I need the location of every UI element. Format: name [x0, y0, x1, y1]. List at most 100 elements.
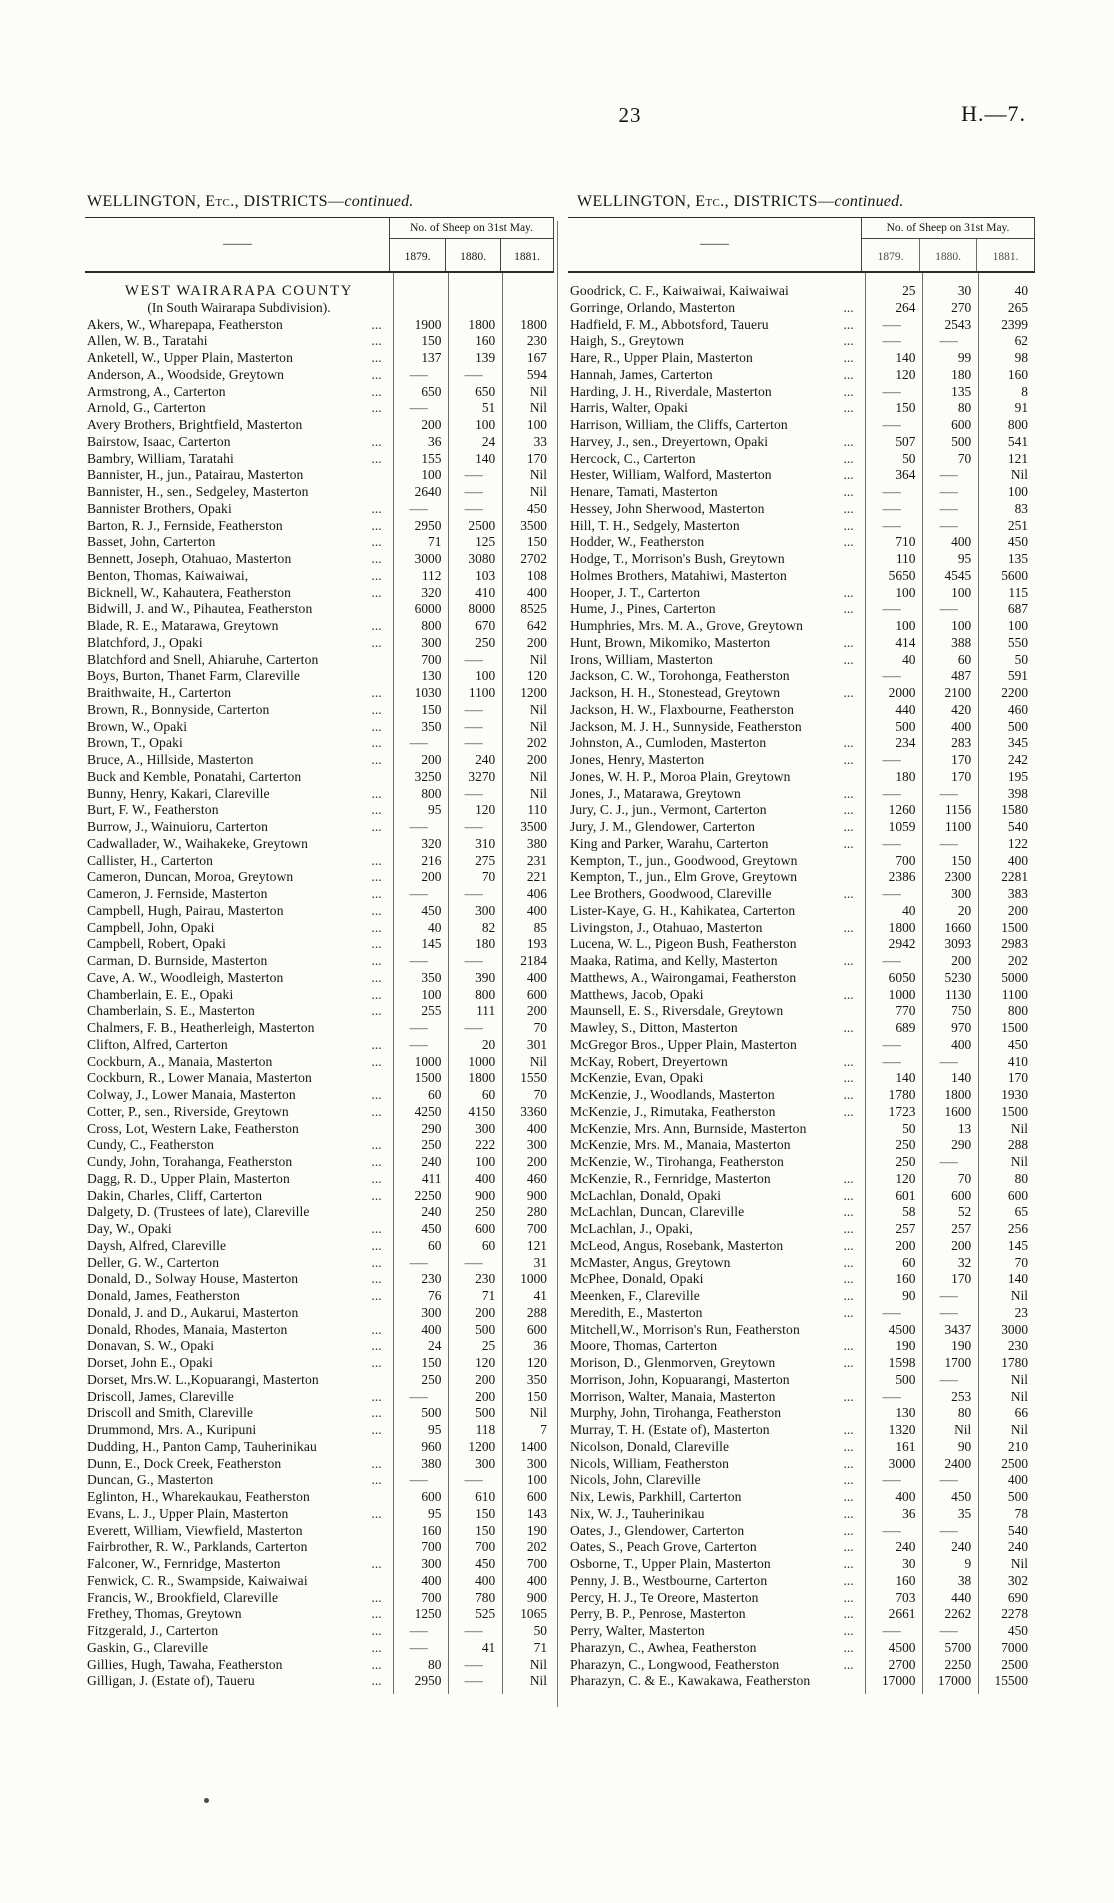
value-1879: 400: [421, 1321, 442, 1337]
value-1880: —: [939, 1472, 958, 1488]
value-1880: 1156: [944, 802, 972, 818]
value-1881: 380: [526, 835, 547, 851]
value-1879: —: [409, 500, 429, 516]
owner-name: Braithwaite, H., Carterton: [87, 685, 232, 700]
owner-name: Mawley, S., Ditton, Masterton: [570, 1020, 738, 1035]
owner-name: McKay, Robert, Dreyertown: [570, 1053, 728, 1069]
value-1879: 2950: [414, 1673, 442, 1689]
owner-name-cell: Fairbrother, R. W., Parklands, Carterton: [85, 1539, 394, 1556]
value-1880: 400: [951, 718, 972, 734]
value-1881: 167: [526, 350, 547, 365]
owner-name-cell: Henare, Tamati, Masterton...: [568, 484, 866, 501]
value-1881: 200: [526, 752, 547, 767]
owner-name: Cotter, P., sen., Riverside, Greytown: [87, 1103, 289, 1119]
value-1881: Nil: [529, 383, 547, 399]
owner-name: Callister, H., Carterton: [87, 852, 214, 868]
value-1879: —: [883, 785, 902, 801]
leader-dots: ...: [843, 1539, 854, 1555]
value-1881: 800: [1007, 1003, 1029, 1019]
owner-name-cell: Benton, Thomas, Kaiwaiwai,...: [85, 568, 394, 585]
value-1881: 41: [533, 1288, 547, 1303]
page-number: 23: [618, 103, 642, 127]
value-1880: —: [464, 1020, 483, 1035]
owner-name-cell: Callister, H., Carterton...: [85, 853, 394, 870]
value-1879: 100: [895, 584, 916, 600]
owner-name: Donavan, S. W., Opaki: [87, 1338, 215, 1354]
value-1879: 190: [895, 1338, 916, 1354]
value-1881: 100: [1007, 484, 1028, 499]
owner-name-cell: Jackson, H. W., Flaxbourne, Featherston: [568, 702, 866, 719]
owner-name-cell: Driscoll, James, Clareville...: [85, 1389, 394, 1406]
owner-name-cell: Chalmers, F. B., Heatherleigh, Masterton: [85, 1020, 394, 1037]
owner-name-cell: Mitchell,W., Morrison's Run, Featherston: [568, 1322, 866, 1339]
leader-dots: ...: [371, 1087, 382, 1102]
owner-name-cell: Daysh, Alfred, Clareville...: [85, 1238, 394, 1255]
owner-name-cell: Dunn, E., Dock Creek, Featherston...: [85, 1456, 394, 1473]
leader-dots: ...: [371, 618, 382, 633]
owner-name: Lucena, W. L., Pigeon Bush, Featherston: [570, 936, 797, 952]
owner-name-cell: Arnold, G., Carterton...: [85, 400, 394, 417]
value-1880: 200: [951, 953, 972, 968]
value-1881: Nil: [529, 1053, 547, 1069]
table-row: Callister, H., Carterton... 216 275 231: [85, 853, 554, 870]
leader-dots: ...: [843, 1103, 854, 1119]
leader-dots: ...: [843, 1455, 854, 1471]
value-1879: 234: [895, 735, 916, 751]
owner-name-cell: Falconer, W., Fernridge, Masterton...: [85, 1556, 394, 1573]
value-1881: 1400: [520, 1438, 547, 1454]
owner-name-cell: Boys, Burton, Thanet Farm, Clareville: [85, 668, 394, 685]
value-1879: 24: [428, 1338, 442, 1354]
owner-name-cell: Livingston, J., Otahuao, Masterton...: [568, 920, 866, 937]
value-1880: 60: [957, 651, 972, 667]
owner-name: Chamberlain, E. E., Opaki: [87, 986, 234, 1002]
owner-name-cell: Bannister, H., sen., Sedgeley, Masterton: [85, 484, 394, 501]
value-1881: 1100: [1001, 986, 1029, 1002]
value-1880: 3080: [468, 551, 496, 566]
owner-name: Gorringe, Orlando, Masterton: [570, 299, 736, 315]
table-row: McLachlan, Donald, Opaki... 601 600 600: [568, 1188, 1035, 1205]
owner-name-cell: Jury, C. J., jun., Vermont, Carterton...: [568, 802, 866, 819]
value-1880: 125: [475, 534, 496, 550]
table-row: Hercock, C., Carterton... 50 70 121: [568, 451, 1035, 468]
value-1881: 8525: [520, 601, 547, 617]
owner-name: Day, W., Opaki: [87, 1221, 172, 1236]
owner-name: Penny, J. B., Westbourne, Carterton: [570, 1572, 768, 1588]
owner-name: Gillies, Hugh, Tawaha, Featherston: [87, 1656, 283, 1672]
value-1880: 60: [481, 1237, 496, 1253]
value-1880: 1660: [944, 919, 972, 935]
table-row: Nicolson, Donald, Clareville... 161 90 210: [568, 1439, 1035, 1456]
value-1879: —: [409, 400, 429, 416]
owner-name: McMaster, Angus, Greytown: [570, 1254, 731, 1270]
value-1880: 70: [957, 1170, 972, 1186]
value-1879: 120: [895, 366, 916, 382]
value-1881: 7: [540, 1422, 547, 1437]
leader-dots: ...: [371, 1505, 382, 1521]
value-1881: 600: [1007, 1187, 1029, 1203]
table-row: Blatchford, J., Opaki... 300 250 200: [85, 635, 554, 652]
leader-dots: ...: [843, 1304, 854, 1320]
value-1879: 140: [895, 350, 916, 365]
table-row: Perry, Walter, Masterton... — — 450: [568, 1623, 1035, 1640]
owner-name: Bannister, H., sen., Sedgeley, Masterton: [87, 484, 309, 499]
value-1881: 800: [1007, 417, 1028, 432]
owner-name-cell: Evans, L. J., Upper Plain, Masterton...: [85, 1506, 394, 1523]
table-row: Dorset, John E., Opaki... 150 120 120: [85, 1355, 554, 1372]
value-1879: 2000: [888, 685, 916, 700]
table-row: Chalmers, F. B., Heatherleigh, Masterton…: [85, 1020, 554, 1037]
value-1881: Nil: [529, 467, 547, 483]
table-row: Hunt, Brown, Mikomiko, Masterton... 414 38…: [568, 635, 1035, 652]
value-1881: 600: [526, 1489, 547, 1504]
owner-name: Bicknell, W., Kahautera, Featherston: [87, 584, 292, 600]
value-1881: 5600: [1001, 567, 1029, 583]
value-1879: 160: [895, 1572, 916, 1588]
value-1879: —: [409, 819, 429, 834]
leader-dots: ...: [371, 819, 382, 834]
table-row: Colway, J., Lower Manaia, Masterton... 60…: [85, 1087, 554, 1104]
owner-name-cell: Chamberlain, S. E., Masterton...: [85, 1003, 394, 1020]
table-row: Chamberlain, S. E., Masterton... 255 111 20…: [85, 1003, 554, 1020]
owner-name: Hooper, J. T., Carterton: [570, 584, 701, 600]
leader-dots: ...: [371, 1237, 382, 1253]
owner-name-cell: Kempton, T., jun., Goodwood, Greytown: [568, 853, 866, 870]
leader-dots: ...: [371, 333, 382, 349]
owner-name: Duncan, G., Masterton: [87, 1472, 214, 1488]
